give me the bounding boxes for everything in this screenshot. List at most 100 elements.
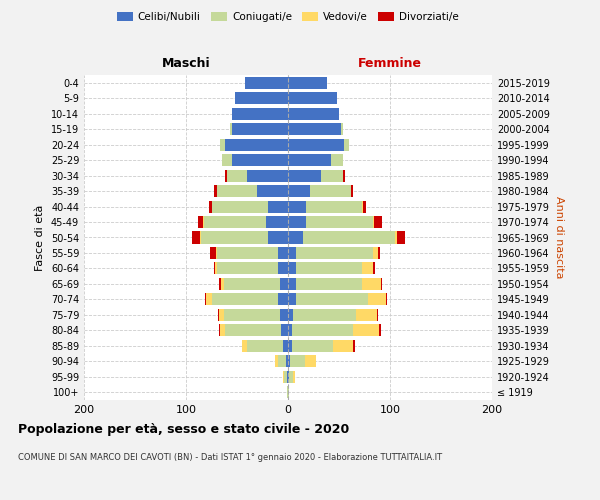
Text: Maschi: Maschi: [161, 57, 211, 70]
Bar: [288, 386, 289, 398]
Y-axis label: Anni di nascita: Anni di nascita: [554, 196, 563, 279]
Bar: [284, 371, 287, 383]
Bar: [379, 324, 381, 336]
Bar: [351, 185, 353, 197]
Bar: [288, 123, 341, 135]
Bar: [212, 200, 268, 212]
Legend: Celibi/Nubili, Coniugati/e, Vedovi/e, Divorziati/e: Celibi/Nubili, Coniugati/e, Vedovi/e, Di…: [113, 8, 463, 26]
Bar: [206, 294, 212, 306]
Bar: [278, 356, 286, 368]
Bar: [368, 294, 386, 306]
Bar: [373, 247, 378, 259]
Bar: [222, 154, 232, 166]
Bar: [203, 216, 205, 228]
Bar: [320, 170, 343, 181]
Bar: [283, 340, 288, 352]
Bar: [283, 371, 284, 383]
Bar: [296, 247, 373, 259]
Bar: [224, 309, 280, 321]
Bar: [288, 232, 304, 243]
Bar: [378, 247, 380, 259]
Bar: [215, 262, 217, 274]
Bar: [242, 340, 247, 352]
Bar: [286, 356, 288, 368]
Bar: [293, 309, 356, 321]
Bar: [220, 324, 225, 336]
Bar: [288, 108, 339, 120]
Bar: [292, 340, 333, 352]
Bar: [235, 92, 288, 104]
Bar: [305, 356, 316, 368]
Bar: [341, 123, 343, 135]
Bar: [202, 232, 268, 243]
Bar: [362, 200, 364, 212]
Bar: [247, 170, 288, 181]
Bar: [344, 138, 349, 150]
Bar: [247, 340, 283, 352]
Bar: [373, 262, 375, 274]
Bar: [232, 108, 288, 120]
Bar: [287, 386, 288, 398]
Bar: [304, 232, 395, 243]
Bar: [288, 371, 289, 383]
Bar: [296, 278, 362, 290]
Bar: [288, 278, 296, 290]
Bar: [397, 232, 406, 243]
Bar: [307, 200, 362, 212]
Bar: [217, 262, 278, 274]
Bar: [288, 92, 337, 104]
Bar: [395, 232, 397, 243]
Bar: [288, 324, 292, 336]
Bar: [211, 247, 215, 259]
Bar: [200, 232, 202, 243]
Bar: [205, 294, 206, 306]
Bar: [192, 232, 200, 243]
Bar: [288, 216, 307, 228]
Bar: [288, 138, 344, 150]
Bar: [232, 123, 288, 135]
Bar: [281, 324, 288, 336]
Bar: [221, 278, 224, 290]
Bar: [227, 170, 247, 181]
Bar: [214, 185, 217, 197]
Bar: [218, 278, 221, 290]
Bar: [373, 216, 374, 228]
Bar: [288, 200, 307, 212]
Bar: [225, 324, 281, 336]
Bar: [215, 247, 217, 259]
Bar: [212, 294, 278, 306]
Bar: [225, 170, 227, 181]
Bar: [209, 200, 212, 212]
Bar: [307, 216, 373, 228]
Bar: [377, 309, 378, 321]
Text: Femmine: Femmine: [358, 57, 422, 70]
Bar: [343, 170, 345, 181]
Bar: [217, 185, 257, 197]
Bar: [205, 216, 266, 228]
Bar: [214, 262, 215, 274]
Bar: [288, 309, 293, 321]
Bar: [268, 200, 288, 212]
Bar: [280, 309, 288, 321]
Bar: [362, 278, 381, 290]
Bar: [266, 216, 288, 228]
Bar: [296, 294, 368, 306]
Bar: [198, 216, 203, 228]
Bar: [310, 185, 351, 197]
Bar: [356, 309, 377, 321]
Bar: [257, 185, 288, 197]
Bar: [353, 324, 379, 336]
Bar: [331, 154, 343, 166]
Bar: [288, 340, 292, 352]
Bar: [386, 294, 387, 306]
Y-axis label: Fasce di età: Fasce di età: [35, 204, 45, 270]
Bar: [374, 216, 382, 228]
Bar: [290, 356, 305, 368]
Bar: [288, 262, 296, 274]
Bar: [289, 371, 293, 383]
Bar: [278, 247, 288, 259]
Bar: [381, 278, 382, 290]
Bar: [245, 76, 288, 89]
Bar: [220, 138, 225, 150]
Bar: [280, 278, 288, 290]
